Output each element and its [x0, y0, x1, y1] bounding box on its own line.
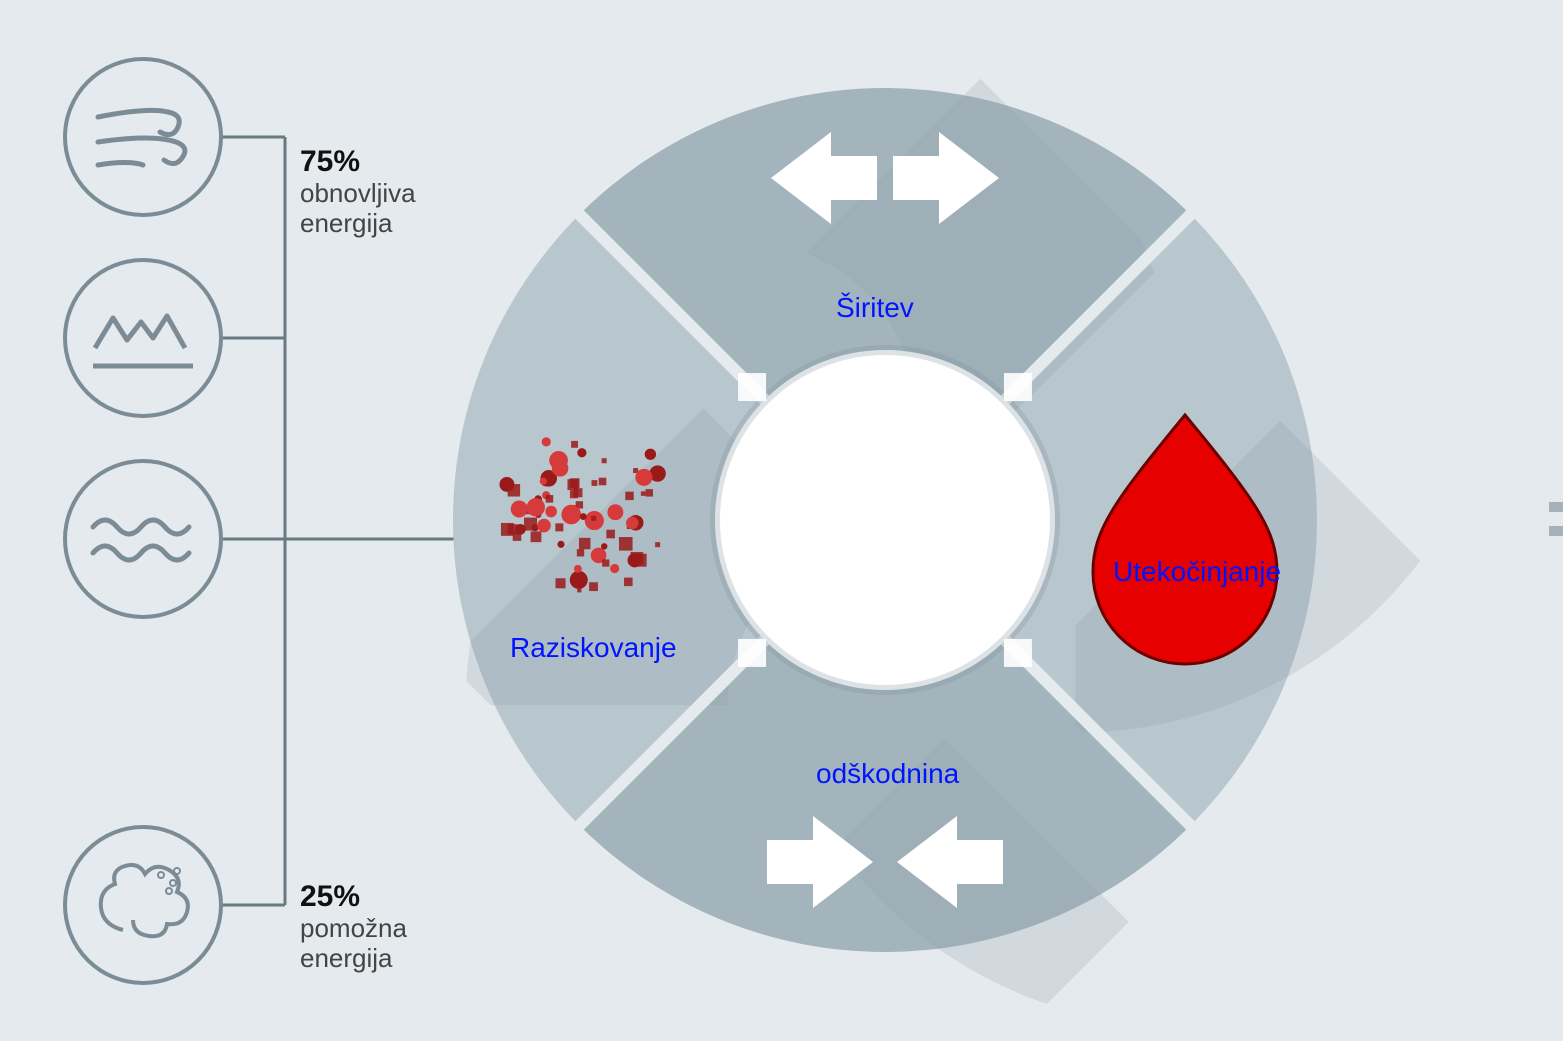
stat-bottom-percent: 25%	[300, 880, 360, 913]
stat-top-label: obnovljivaenergija	[300, 179, 416, 239]
ring-label-right: Utekočinjanje	[1113, 556, 1281, 588]
stat-bottom-label: pomožnaenergija	[300, 914, 407, 974]
ring-label-left: Raziskovanje	[510, 632, 677, 664]
molecules-icon	[65, 827, 221, 983]
stat-top: 75% obnovljivaenergija	[300, 145, 416, 239]
infographic-svg	[0, 0, 1563, 1041]
stat-top-percent: 75%	[300, 145, 360, 178]
stat-bottom: 25% pomožnaenergija	[300, 880, 407, 974]
infographic-stage: Širitev Utekočinjanje odškodnina Razisko…	[0, 0, 1563, 1041]
wind-icon	[65, 59, 221, 215]
equals-hint	[1549, 502, 1563, 512]
ring-label-bottom: odškodnina	[816, 758, 959, 790]
mountain-icon	[65, 260, 221, 416]
ring-label-top: Širitev	[836, 292, 914, 324]
waves-icon	[65, 461, 221, 617]
